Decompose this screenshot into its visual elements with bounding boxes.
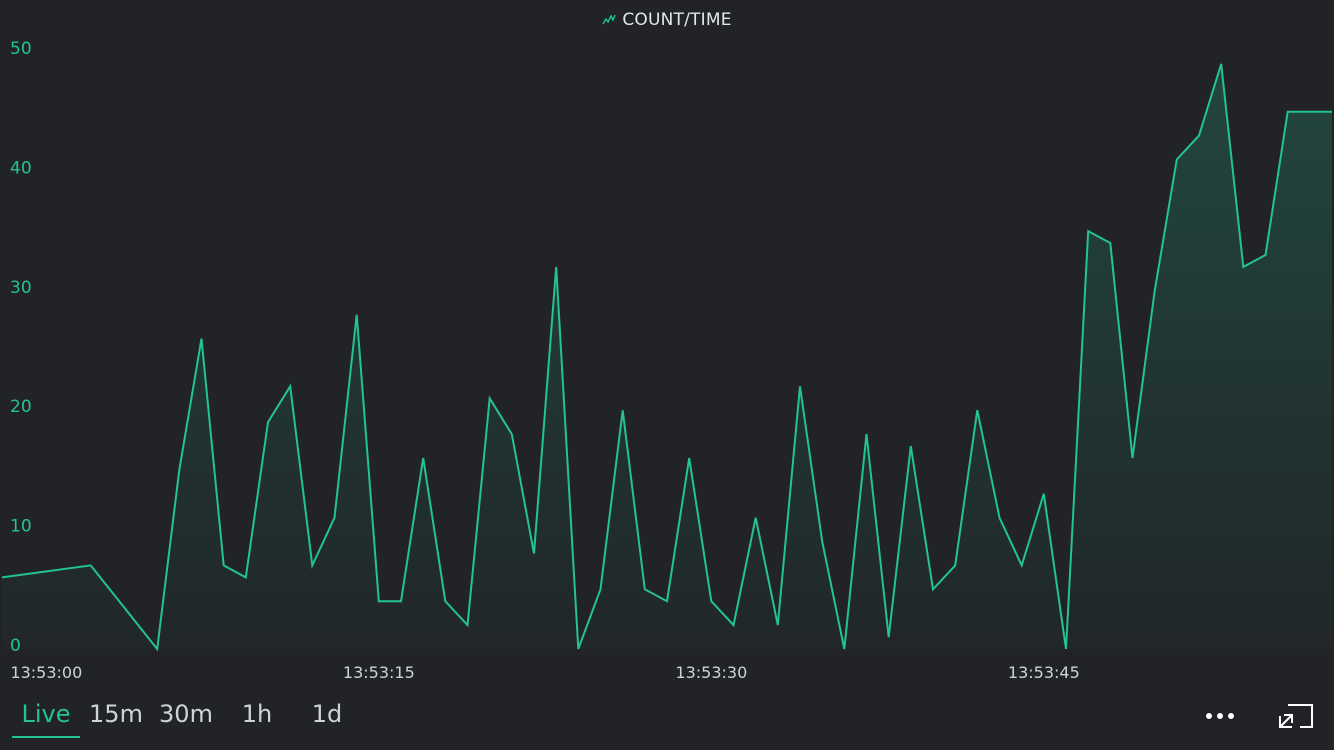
data-point bbox=[244, 576, 247, 579]
data-point bbox=[1087, 230, 1090, 233]
data-point bbox=[1042, 492, 1045, 495]
x-tick-label: 13:53:00 bbox=[10, 663, 82, 682]
data-point bbox=[156, 648, 159, 651]
data-point bbox=[355, 313, 358, 316]
range-30m-button[interactable]: 30m bbox=[159, 700, 213, 728]
range-1h-button[interactable]: 1h bbox=[241, 700, 273, 728]
count-time-chart: 01020304050 13:53:0013:53:1513:53:3013:5… bbox=[1, 39, 1334, 682]
data-point bbox=[1020, 564, 1023, 567]
y-tick-label: 40 bbox=[10, 158, 32, 178]
y-tick-label: 50 bbox=[10, 39, 32, 59]
range-live-button[interactable]: Live bbox=[12, 696, 80, 738]
data-point bbox=[621, 409, 624, 412]
data-point bbox=[1331, 110, 1334, 113]
data-point bbox=[577, 648, 580, 651]
data-point bbox=[1264, 253, 1267, 256]
data-point bbox=[776, 624, 779, 627]
data-point bbox=[444, 600, 447, 603]
data-point bbox=[89, 564, 92, 567]
data-point bbox=[865, 433, 868, 436]
data-point bbox=[311, 564, 314, 567]
more-horizontal-icon[interactable] bbox=[1196, 700, 1244, 732]
data-point bbox=[1175, 158, 1178, 161]
data-point bbox=[821, 540, 824, 543]
data-point bbox=[599, 588, 602, 591]
data-point bbox=[1, 576, 4, 579]
y-tick-label: 10 bbox=[10, 517, 32, 537]
data-point bbox=[754, 516, 757, 519]
data-point bbox=[533, 552, 536, 555]
data-point bbox=[1065, 648, 1068, 651]
data-point bbox=[1198, 134, 1201, 137]
data-point bbox=[688, 456, 691, 459]
data-point bbox=[666, 600, 669, 603]
x-tick-label: 13:53:45 bbox=[1008, 663, 1080, 682]
data-point bbox=[400, 600, 403, 603]
data-point bbox=[1286, 110, 1289, 113]
data-point bbox=[510, 433, 513, 436]
data-point bbox=[1109, 242, 1112, 245]
data-point bbox=[267, 421, 270, 424]
data-point bbox=[488, 397, 491, 400]
data-point bbox=[1131, 456, 1134, 459]
series-line bbox=[1, 63, 1332, 652]
x-tick-label: 13:53:15 bbox=[343, 663, 415, 682]
y-tick-label: 20 bbox=[10, 397, 32, 417]
data-point bbox=[289, 385, 292, 388]
range-1d-button[interactable]: 1d bbox=[311, 700, 343, 728]
data-point bbox=[1308, 110, 1311, 113]
data-point bbox=[466, 624, 469, 627]
data-point bbox=[976, 409, 979, 412]
chart-line-icon bbox=[602, 10, 616, 30]
x-tick-label: 13:53:30 bbox=[675, 663, 747, 682]
data-point bbox=[222, 564, 225, 567]
data-point bbox=[732, 624, 735, 627]
series-area-fill bbox=[2, 63, 1332, 649]
data-point bbox=[909, 445, 912, 448]
data-point bbox=[178, 468, 181, 471]
data-point bbox=[1242, 265, 1245, 268]
data-point bbox=[555, 265, 558, 268]
data-point bbox=[998, 516, 1001, 519]
chart-title: COUNT/TIME bbox=[0, 10, 1334, 30]
range-15m-button[interactable]: 15m bbox=[89, 700, 143, 728]
y-tick-label: 30 bbox=[10, 278, 32, 298]
data-point bbox=[1220, 62, 1223, 65]
data-point bbox=[377, 600, 380, 603]
data-point bbox=[932, 588, 935, 591]
data-point bbox=[710, 600, 713, 603]
data-point bbox=[643, 588, 646, 591]
data-point bbox=[954, 564, 957, 567]
data-point bbox=[333, 516, 336, 519]
data-point bbox=[887, 636, 890, 639]
data-point bbox=[843, 648, 846, 651]
data-point bbox=[200, 337, 203, 340]
data-point bbox=[799, 385, 802, 388]
data-point bbox=[422, 456, 425, 459]
chart-title-text: COUNT/TIME bbox=[622, 10, 732, 30]
data-point bbox=[1153, 289, 1156, 292]
exit-fullscreen-icon[interactable] bbox=[1278, 702, 1314, 730]
